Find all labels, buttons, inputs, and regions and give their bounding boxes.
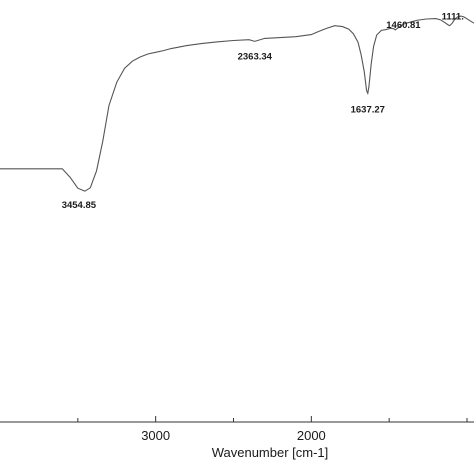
- x-ticks: 3000 2000: [77, 416, 468, 443]
- spectrum-line: [0, 15, 474, 192]
- peak-label-3454-85: 3454.85: [62, 200, 97, 211]
- peak-label-1637-27: 1637.27: [351, 104, 385, 115]
- x-tick-label-2000: 2000: [297, 428, 326, 443]
- x-axis-label: Wavenumber [cm-1]: [212, 445, 329, 460]
- peak-label-2363-34: 2363.34: [238, 51, 273, 62]
- x-tick-label-3000: 3000: [141, 428, 170, 443]
- peak-label-1111-41: 1111.: [442, 12, 464, 23]
- peak-label-1460-81: 1460.81: [386, 20, 421, 31]
- peak-annotations: 3454.85 2363.34 1637.27 1460.81 1111.: [62, 12, 464, 211]
